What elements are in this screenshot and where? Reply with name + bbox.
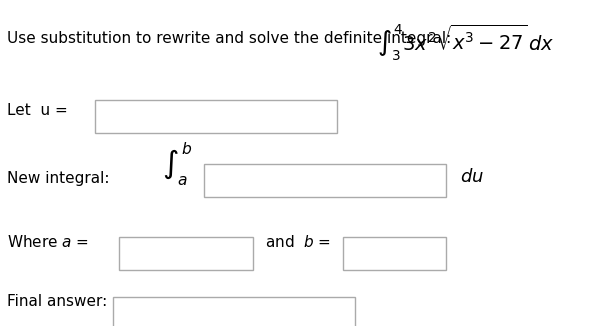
- Text: and  $b$ =: and $b$ =: [264, 234, 331, 250]
- Text: Let  u =: Let u =: [7, 103, 68, 118]
- FancyBboxPatch shape: [344, 237, 446, 270]
- Text: $\int_{a}^{b}$: $\int_{a}^{b}$: [162, 140, 192, 188]
- Text: New integral:: New integral:: [7, 171, 110, 186]
- FancyBboxPatch shape: [119, 237, 252, 270]
- Text: Where $a$ =: Where $a$ =: [7, 234, 89, 250]
- Text: $\int_{3}^{4} 3x^2\sqrt{x^3 - 27}\,dx$: $\int_{3}^{4} 3x^2\sqrt{x^3 - 27}\,dx$: [376, 22, 554, 63]
- Text: Use substitution to rewrite and solve the definite integral:: Use substitution to rewrite and solve th…: [7, 31, 452, 46]
- FancyBboxPatch shape: [204, 164, 446, 197]
- Text: $du$: $du$: [460, 168, 483, 186]
- FancyBboxPatch shape: [95, 100, 337, 133]
- Text: Final answer:: Final answer:: [7, 293, 108, 308]
- FancyBboxPatch shape: [113, 297, 356, 326]
